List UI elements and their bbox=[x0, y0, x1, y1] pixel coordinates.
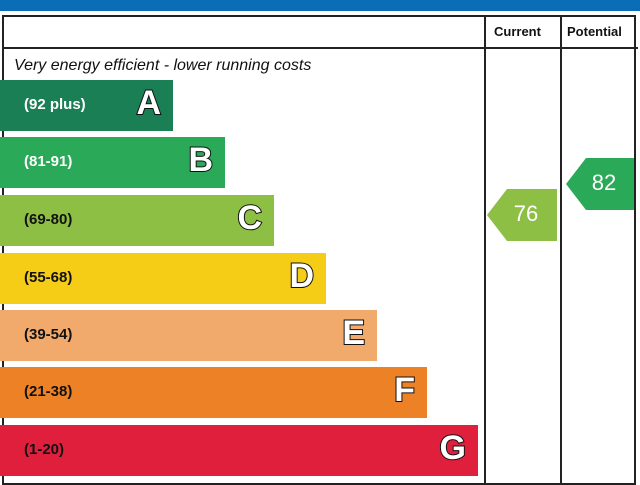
band-B: (81-91) B bbox=[0, 137, 225, 188]
band-range: (55-68) bbox=[24, 269, 73, 286]
band-range: (39-54) bbox=[24, 326, 73, 343]
band-F: (21-38) F bbox=[0, 367, 427, 418]
divider bbox=[484, 15, 486, 485]
top-note: Very energy efficient - lower running co… bbox=[14, 57, 312, 74]
band-letter: E bbox=[341, 313, 366, 353]
potential-rating-arrow: 82 bbox=[566, 158, 634, 210]
header-potential: Potential bbox=[567, 24, 622, 39]
band-range: (21-38) bbox=[24, 383, 73, 400]
current-rating-arrow: 76 bbox=[487, 189, 557, 241]
current-value: 76 bbox=[513, 201, 539, 226]
header-current: Current bbox=[494, 24, 541, 39]
band-range: (81-91) bbox=[24, 153, 73, 170]
title-band bbox=[0, 0, 640, 11]
band-letter: B bbox=[187, 140, 214, 180]
band-letter: F bbox=[393, 370, 416, 410]
header-divider bbox=[2, 47, 638, 49]
band-E: (39-54) E bbox=[0, 310, 377, 361]
band-range: (69-80) bbox=[24, 211, 73, 228]
divider bbox=[560, 15, 562, 485]
band-range: (92 plus) bbox=[24, 96, 86, 113]
band-C: (69-80) C bbox=[0, 195, 274, 246]
band-range: (1-20) bbox=[24, 441, 65, 458]
band-letter: C bbox=[236, 198, 263, 238]
band-letter: G bbox=[439, 428, 467, 468]
band-G: (1-20) G bbox=[0, 425, 478, 476]
band-D: (55-68) D bbox=[0, 253, 326, 304]
band-letter: A bbox=[135, 83, 162, 123]
potential-value: 82 bbox=[591, 170, 617, 195]
band-letter: D bbox=[288, 256, 315, 296]
band-A: (92 plus) A bbox=[0, 80, 173, 131]
